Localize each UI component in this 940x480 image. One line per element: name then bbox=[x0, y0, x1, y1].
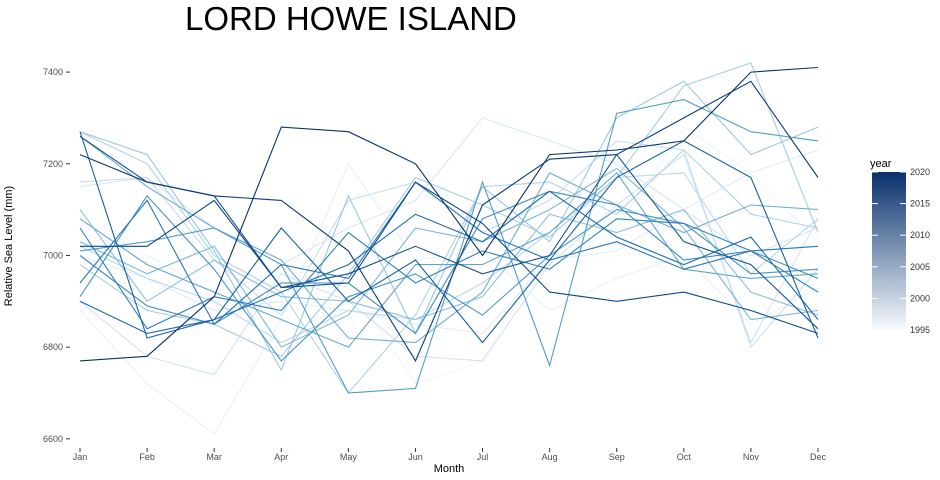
y-tick-label: 7000 bbox=[43, 250, 63, 260]
y-axis-title: Relative Sea Level (mm) bbox=[3, 186, 15, 306]
series-line-2013 bbox=[79, 218, 819, 330]
series-line-2003 bbox=[79, 131, 819, 394]
series-line-2016 bbox=[79, 131, 819, 344]
series-line-1997 bbox=[79, 162, 819, 436]
x-tick-label: Jun bbox=[408, 452, 423, 462]
x-tick-label: Oct bbox=[677, 452, 692, 462]
legend-tick-label: 2005 bbox=[910, 262, 930, 272]
legend-tick-label: 2020 bbox=[910, 167, 930, 177]
legend-tick-label: 2010 bbox=[910, 230, 930, 240]
x-axis: Jan Feb Mar Apr May Jun Jul Aug Sep Oct Nov Dec bbox=[73, 448, 827, 462]
series-line-1995 bbox=[79, 241, 819, 302]
series-line-2010 bbox=[79, 99, 819, 394]
series-line-2008 bbox=[79, 135, 819, 344]
series-line-2011 bbox=[79, 195, 819, 362]
legend-title: year bbox=[870, 158, 892, 170]
x-tick-label: Apr bbox=[274, 452, 288, 462]
legend-tick-label: 2015 bbox=[910, 199, 930, 209]
series-line-2006 bbox=[79, 208, 819, 321]
series-line-2018 bbox=[80, 181, 819, 334]
series-line-2015 bbox=[79, 190, 819, 334]
y-tick-label: 6600 bbox=[43, 434, 63, 444]
y-tick-label: 6800 bbox=[43, 342, 63, 352]
series-line-2014 bbox=[79, 181, 819, 326]
series-line-1996 bbox=[79, 126, 819, 385]
y-tick-label: 7200 bbox=[43, 159, 63, 169]
series-line-2007 bbox=[79, 167, 819, 348]
x-tick-label: Aug bbox=[542, 452, 558, 462]
chart-title: LORD HOWE ISLAND bbox=[185, 0, 517, 37]
year-legend: year 1995 2000 2005 2010 2015 2020 bbox=[870, 158, 930, 335]
legend-tick-label: 1995 bbox=[910, 325, 930, 335]
x-tick-label: Mar bbox=[206, 452, 222, 462]
series-line-2000 bbox=[79, 153, 819, 376]
x-tick-label: Feb bbox=[139, 452, 155, 462]
y-tick-label: 7400 bbox=[43, 67, 63, 77]
x-tick-label: Dec bbox=[810, 452, 827, 462]
series-line-1999 bbox=[79, 117, 819, 266]
legend-colorbar bbox=[872, 172, 906, 330]
series-line-2019 bbox=[79, 80, 819, 363]
series-lines bbox=[79, 62, 819, 436]
x-tick-label: May bbox=[340, 452, 358, 462]
series-line-2020 bbox=[79, 66, 819, 362]
y-axis: 6600 6800 7000 7200 7400 bbox=[43, 67, 70, 444]
legend-ticks: 1995 2000 2005 2010 2015 2020 bbox=[872, 167, 930, 335]
x-tick-label: Jul bbox=[477, 452, 489, 462]
x-tick-label: Nov bbox=[743, 452, 760, 462]
x-tick-label: Sep bbox=[609, 452, 625, 462]
x-tick-label: Jan bbox=[73, 452, 88, 462]
series-line-1998 bbox=[79, 149, 819, 334]
series-line-2012 bbox=[79, 190, 819, 335]
legend-tick-label: 2000 bbox=[910, 293, 930, 303]
series-line-2009 bbox=[79, 172, 819, 348]
x-axis-title: Month bbox=[434, 463, 465, 475]
